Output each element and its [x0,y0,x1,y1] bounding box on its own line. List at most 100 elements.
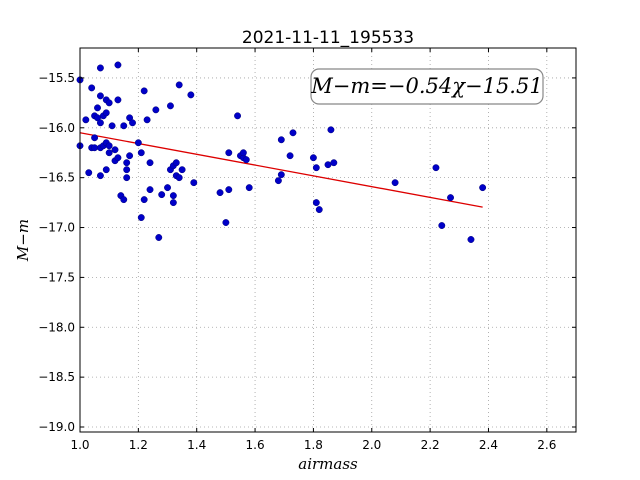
data-point [91,134,99,142]
x-axis-label: airmass [298,455,358,473]
data-point [143,116,151,124]
data-point [85,169,93,177]
x-tick-label: 1.4 [187,438,206,452]
x-tick-label: 2.0 [362,438,381,452]
data-point [277,136,285,144]
data-point [96,119,104,127]
plot-area [76,47,577,433]
data-point [175,174,183,182]
data-point [169,192,177,200]
x-tick-label: 1.0 [70,438,89,452]
data-point [96,64,104,72]
y-tick-label: −18.5 [38,370,75,384]
data-point [312,164,320,172]
data-point [274,177,282,185]
data-point [146,186,154,194]
data-point [172,159,180,167]
data-point [105,149,113,157]
fit-layer [79,132,483,208]
x-tick-label: 1.2 [129,438,148,452]
data-point [222,219,230,226]
data-point [330,159,338,167]
y-tick-label: −17.0 [38,221,75,235]
data-point [315,206,323,214]
data-point [134,139,142,147]
x-tick-label: 1.8 [304,438,323,452]
fit-annotation: M−m=−0.54χ−15.51 [310,68,544,105]
y-tick-label: −17.5 [38,270,75,284]
data-point [102,166,110,174]
data-point [216,189,224,197]
data-point [245,184,253,192]
y-tick-label: −16.0 [38,121,75,135]
data-point [96,92,104,100]
data-point [312,199,320,207]
data-point [120,196,128,204]
data-point [126,152,134,160]
data-point [166,102,174,110]
data-point [242,156,250,164]
data-point [102,109,110,117]
data-point [123,174,131,182]
data-point [309,154,317,162]
data-point [129,119,136,127]
annotation-box [310,68,544,105]
data-point [96,172,104,180]
data-point [137,214,145,222]
y-tick-label: −19.0 [38,420,75,434]
chart-title: 2021-11-11_195533 [242,28,414,48]
y-tick-label: −15.5 [38,71,75,85]
data-point [447,194,454,202]
data-point [467,236,475,243]
data-point [225,149,233,157]
data-point [140,87,148,95]
data-point [178,166,186,174]
data-point [391,179,399,187]
data-point [146,159,154,167]
data-point [169,199,177,207]
data-point [438,222,446,229]
x-tick-label: 1.6 [246,438,265,452]
data-point [239,149,247,157]
data-point [94,104,101,112]
data-point [158,191,166,199]
data-point [187,91,195,99]
data-point [277,171,285,179]
data-points [76,61,487,243]
data-point [140,196,148,204]
data-point [155,234,163,241]
plot-background [80,48,576,432]
data-point [327,126,335,134]
x-tick-label: 2.4 [479,438,498,452]
plot-frame [79,47,577,433]
data-point [164,184,171,192]
data-point [432,164,440,172]
data-point [120,122,128,130]
data-point [225,186,233,194]
x-tick-label: 2.2 [421,438,440,452]
data-point [175,81,183,89]
data-point [324,161,332,169]
data-point [91,144,99,152]
y-axis-label: M−m [14,219,32,262]
data-point [479,184,487,192]
data-point [123,166,131,174]
x-tick-labels: 1.0 1.2 1.4 1.6 1.8 2.0 2.2 2.4 2.6 [70,438,556,452]
data-point [152,106,160,114]
data-point [88,84,96,92]
y-tick-label: −16.5 [38,171,75,185]
data-point [234,112,242,120]
data-point [286,152,294,160]
data-point [82,116,90,124]
data-point [114,96,122,104]
data-point [105,99,113,107]
data-point [114,154,122,162]
x-tick-label: 2.6 [537,438,556,452]
data-point [123,159,131,167]
data-point [137,149,145,157]
data-point [108,122,116,130]
data-point [105,142,113,150]
data-point [114,61,122,69]
data-point [190,179,198,187]
